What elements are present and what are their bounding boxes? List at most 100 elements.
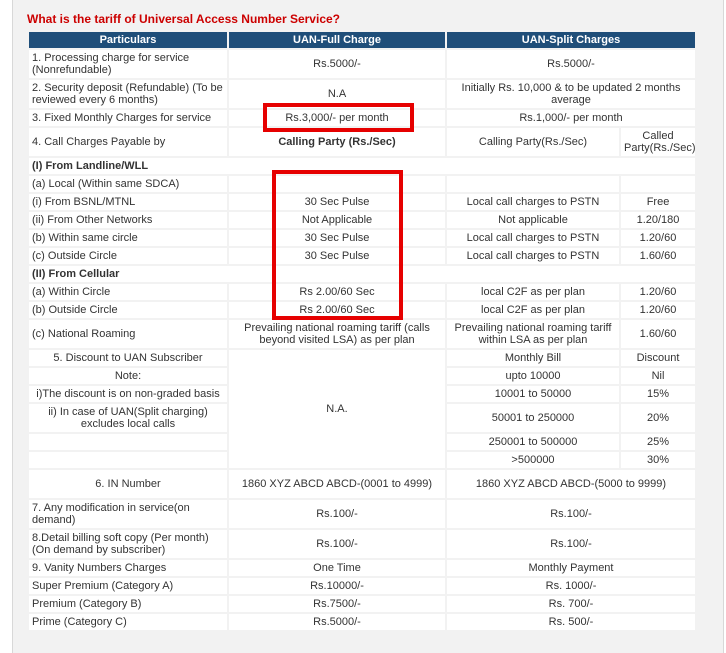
table-row: (a) Local (Within same SDCA) [29,176,695,192]
row-label: 9. Vanity Numbers Charges [29,560,227,576]
split-charge-cell: Rs.100/- [447,530,695,558]
split-called-cell: 1.20/60 [621,284,695,300]
table-row: Premium (Category B) Rs.7500/- Rs. 700/- [29,596,695,612]
table-row: Note: upto 10000 Nil [29,368,695,384]
row-label: (a) Local (Within same SDCA) [29,176,227,192]
full-charge-cell: 30 Sec Pulse [229,194,445,210]
split-called-cell: 1.20/180 [621,212,695,228]
table-row: >500000 30% [29,452,695,468]
empty-cell [29,434,227,450]
section-cellular: (II) From Cellular [29,266,695,282]
full-charge-cell: Calling Party (Rs./Sec) [229,128,445,156]
discount-slab-rate: 15% [621,386,695,402]
full-charge-cell: Rs.5000/- [229,50,445,78]
split-charge-cell: 1860 XYZ ABCD ABCD-(5000 to 9999) [447,470,695,498]
table-row: i)The discount is on non-graded basis 10… [29,386,695,402]
full-charge-cell: 30 Sec Pulse [229,248,445,264]
discount-note-1: i)The discount is on non-graded basis [29,386,227,402]
full-charge-cell: Rs 2.00/60 Sec [229,284,445,300]
header-full-charge: UAN-Full Charge [229,32,445,48]
discount-note-label: Note: [29,368,227,384]
table-row: (c) National Roaming Prevailing national… [29,320,695,348]
table-row: 8.Detail billing soft copy (Per month)(O… [29,530,695,558]
full-charge-cell: Rs 2.00/60 Sec [229,302,445,318]
row-label: (c) Outside Circle [29,248,227,264]
split-calling-cell: local C2F as per plan [447,302,619,318]
table-row: (b) Outside Circle Rs 2.00/60 Sec local … [29,302,695,318]
row-label: 8.Detail billing soft copy (Per month)(O… [29,530,227,558]
table-row: Prime (Category C) Rs.5000/- Rs. 500/- [29,614,695,630]
section-row: (I) From Landline/WLL [29,158,695,174]
split-charge-cell: Rs.5000/- [447,50,695,78]
split-charge-cell: Rs. 1000/- [447,578,695,594]
section-row: (II) From Cellular [29,266,695,282]
full-charge-cell: Rs.10000/- [229,578,445,594]
split-charge-cell: Rs.100/- [447,500,695,528]
discount-label: 5. Discount to UAN Subscriber [29,350,227,366]
row-label: (i) From BSNL/MTNL [29,194,227,210]
row-label: (ii) From Other Networks [29,212,227,228]
row-label: 3. Fixed Monthly Charges for service [29,110,227,126]
full-charge-cell: Rs.100/- [229,500,445,528]
row-label: 7. Any modification in service(on demand… [29,500,227,528]
table-row: 250001 to 500000 25% [29,434,695,450]
split-called-cell: 1.20/60 [621,230,695,246]
discount-slab-bill: upto 10000 [447,368,619,384]
full-charge-cell: Prevailing national roaming tariff (call… [229,320,445,348]
empty-cell [621,176,695,192]
table-row: 5. Discount to UAN Subscriber N.A. Month… [29,350,695,468]
table-row: (a) Within Circle Rs 2.00/60 Sec local C… [29,284,695,300]
discount-slab-rate: 25% [621,434,695,450]
split-calling-cell: Local call charges to PSTN [447,230,619,246]
row-label: 1. Processing charge for service (Nonref… [29,50,227,78]
tariff-table: Particulars UAN-Full Charge UAN-Split Ch… [27,30,697,632]
split-calling-cell: Local call charges to PSTN [447,194,619,210]
table-row: (ii) From Other Networks Not Applicable … [29,212,695,228]
row-label: (a) Within Circle [29,284,227,300]
table-row: 2. Security deposit (Refundable) (To be … [29,80,695,108]
section-landline: (I) From Landline/WLL [29,158,695,174]
table-row: 4. Call Charges Payable by Calling Party… [29,128,696,156]
discount-slab-bill: >500000 [447,452,619,468]
split-called-cell: 1.20/60 [621,302,695,318]
table-row: 3. Fixed Monthly Charges for service Rs.… [29,110,695,126]
split-called-cell: 1.60/60 [621,320,695,348]
split-called-cell: 1.60/60 [621,248,695,264]
split-calling-cell: local C2F as per plan [447,284,619,300]
split-charge-cell: Rs. 700/- [447,596,695,612]
table-row: 9. Vanity Numbers Charges One Time Month… [29,560,695,576]
discount-full-charge-cell: N.A. [229,350,445,468]
split-calling-cell: Calling Party(Rs./Sec) [447,128,619,156]
split-charge-cell: Monthly Payment [447,560,695,576]
split-calling-cell: Local call charges to PSTN [447,248,619,264]
discount-slab-rate: 30% [621,452,695,468]
empty-cell [29,452,227,468]
page-title: What is the tariff of Universal Access N… [27,12,340,26]
table-row: (c) Outside Circle 30 Sec Pulse Local ca… [29,248,695,264]
header-particulars: Particulars [29,32,227,48]
row-label: (c) National Roaming [29,320,227,348]
split-charge-cell: Rs. 500/- [447,614,695,630]
row-label: (b) Outside Circle [29,302,227,318]
empty-cell [229,176,445,192]
table-header-row: Particulars UAN-Full Charge UAN-Split Ch… [29,32,695,48]
discount-slab-rate: Nil [621,368,695,384]
split-called-cell: Free [621,194,695,210]
full-charge-cell: 1860 XYZ ABCD ABCD-(0001 to 4999) [229,470,445,498]
full-charge-cell: Rs.3,000/- per month [229,110,445,126]
full-charge-cell: Not Applicable [229,212,445,228]
discount-slab-bill: 50001 to 250000 [447,404,619,432]
table-row: 1. Processing charge for service (Nonref… [29,50,695,78]
table-row: (b) Within same circle 30 Sec Pulse Loca… [29,230,695,246]
row-label: 6. IN Number [29,470,227,498]
split-charge-cell: Rs.1,000/- per month [447,110,695,126]
row-label: Premium (Category B) [29,596,227,612]
full-charge-cell: 30 Sec Pulse [229,230,445,246]
discount-note-2: ii) In case of UAN(Split charging) exclu… [29,404,227,432]
row-label: (b) Within same circle [29,230,227,246]
table-row: 7. Any modification in service(on demand… [29,500,695,528]
table-row: (i) From BSNL/MTNL 30 Sec Pulse Local ca… [29,194,695,210]
full-charge-cell: Rs.100/- [229,530,445,558]
split-calling-cell: Not applicable [447,212,619,228]
row-label: Super Premium (Category A) [29,578,227,594]
